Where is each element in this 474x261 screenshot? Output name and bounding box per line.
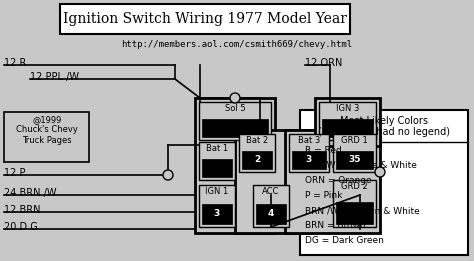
- Text: 12 ORN: 12 ORN: [305, 58, 342, 68]
- Bar: [289, 134, 329, 172]
- Text: GRD 1: GRD 1: [341, 136, 368, 145]
- Text: P = Pink: P = Pink: [305, 191, 342, 200]
- Bar: [333, 134, 376, 172]
- Text: ACC: ACC: [262, 187, 280, 196]
- Bar: [333, 180, 376, 227]
- Text: GRD 2: GRD 2: [341, 182, 368, 191]
- Bar: [336, 202, 373, 224]
- Bar: [300, 110, 468, 255]
- Bar: [292, 151, 326, 169]
- Text: 12 R: 12 R: [4, 58, 27, 68]
- Text: PPL /W = Purple & White: PPL /W = Purple & White: [305, 161, 417, 170]
- Bar: [202, 204, 232, 224]
- Text: Bat 3: Bat 3: [298, 136, 320, 145]
- Text: 12 P: 12 P: [4, 168, 26, 178]
- Text: Bat 2: Bat 2: [246, 136, 268, 145]
- Text: Sol 5: Sol 5: [225, 104, 246, 113]
- Text: 12 BRN: 12 BRN: [4, 205, 40, 215]
- Bar: [315, 98, 380, 146]
- Text: 24 BRN /W: 24 BRN /W: [4, 188, 56, 198]
- Text: 2: 2: [254, 156, 260, 164]
- Circle shape: [163, 170, 173, 180]
- Circle shape: [230, 93, 240, 103]
- Bar: [253, 185, 289, 227]
- Text: IGN 3: IGN 3: [336, 104, 359, 113]
- Text: Ignition Switch Wiring 1977 Model Year: Ignition Switch Wiring 1977 Model Year: [63, 12, 347, 26]
- Bar: [4, 112, 89, 162]
- Bar: [202, 119, 268, 137]
- Text: R = Red: R = Red: [305, 146, 342, 155]
- Bar: [199, 102, 271, 140]
- Circle shape: [375, 167, 385, 177]
- Text: 20 D G: 20 D G: [4, 222, 38, 232]
- Text: 35: 35: [348, 156, 361, 164]
- Bar: [285, 130, 380, 233]
- Bar: [195, 98, 275, 233]
- Text: 3: 3: [306, 156, 312, 164]
- Text: (Schematic had no legend): (Schematic had no legend): [318, 127, 450, 137]
- Text: 3: 3: [214, 210, 220, 218]
- Text: ORN = Orange: ORN = Orange: [305, 176, 372, 185]
- Bar: [60, 4, 350, 34]
- Text: IGN 1: IGN 1: [205, 187, 228, 196]
- Bar: [202, 159, 232, 177]
- Bar: [319, 102, 376, 140]
- Text: @1999
Chuck's Chevy
Truck Pages: @1999 Chuck's Chevy Truck Pages: [16, 115, 78, 145]
- Text: http://members.aol.com/csmith669/chevy.html: http://members.aol.com/csmith669/chevy.h…: [121, 40, 353, 49]
- Text: BRN = Brown: BRN = Brown: [305, 221, 365, 230]
- Bar: [199, 142, 235, 180]
- Bar: [235, 130, 315, 233]
- Bar: [256, 204, 286, 224]
- Text: 4: 4: [268, 210, 274, 218]
- Text: BRN /W = Brown & White: BRN /W = Brown & White: [305, 206, 420, 215]
- Text: 12 PPL /W: 12 PPL /W: [30, 72, 79, 82]
- Bar: [239, 134, 275, 172]
- Text: DG = Dark Green: DG = Dark Green: [305, 236, 384, 245]
- Bar: [322, 119, 373, 137]
- Text: Most Likely Colors: Most Likely Colors: [340, 116, 428, 126]
- Bar: [242, 151, 272, 169]
- Text: Bat 1: Bat 1: [206, 144, 228, 153]
- Bar: [199, 185, 235, 227]
- Bar: [336, 151, 373, 169]
